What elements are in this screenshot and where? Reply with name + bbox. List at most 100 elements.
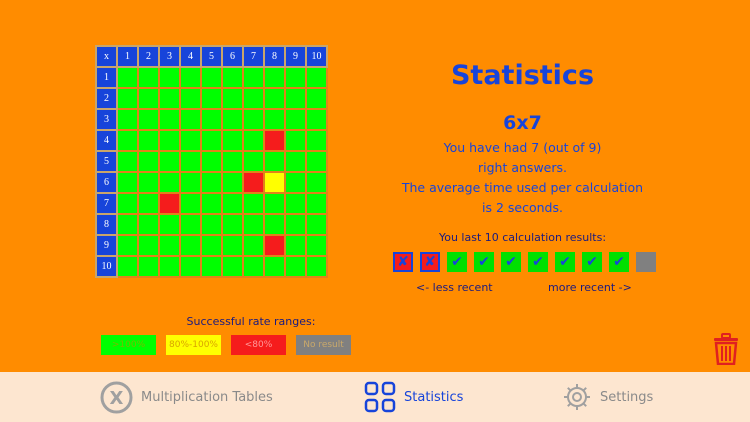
grid-cell[interactable] [137, 255, 160, 278]
grid-cell[interactable] [200, 108, 223, 131]
grid-cell[interactable] [116, 129, 139, 152]
grid-cell[interactable] [200, 150, 223, 173]
grid-cell[interactable] [116, 87, 139, 110]
tab-multiplication-tables[interactable]: X Multiplication Tables [100, 372, 273, 422]
grid-cell[interactable] [116, 171, 139, 194]
grid-cell[interactable] [179, 150, 202, 173]
grid-cell[interactable] [158, 150, 181, 173]
grid-cell[interactable] [284, 192, 307, 215]
grid-cell[interactable] [158, 255, 181, 278]
grid-cell[interactable] [305, 213, 328, 236]
grid-cell[interactable] [305, 66, 328, 89]
grid-cell[interactable] [179, 234, 202, 257]
grid-cell[interactable] [305, 108, 328, 131]
grid-cell[interactable] [263, 234, 286, 257]
grid-cell[interactable] [158, 171, 181, 194]
grid-cell[interactable] [137, 129, 160, 152]
grid-cell[interactable] [221, 129, 244, 152]
grid-cell[interactable] [284, 150, 307, 173]
grid-cell[interactable] [179, 66, 202, 89]
grid-cell[interactable] [242, 108, 265, 131]
grid-cell[interactable] [221, 87, 244, 110]
grid-cell[interactable] [158, 66, 181, 89]
grid-cell[interactable] [158, 108, 181, 131]
grid-cell[interactable] [242, 66, 265, 89]
grid-cell[interactable] [221, 192, 244, 215]
grid-cell[interactable] [263, 66, 286, 89]
grid-cell[interactable] [305, 192, 328, 215]
grid-cell[interactable] [284, 66, 307, 89]
grid-cell[interactable] [116, 150, 139, 173]
grid-cell[interactable] [137, 66, 160, 89]
grid-cell[interactable] [221, 255, 244, 278]
grid-cell[interactable] [221, 150, 244, 173]
grid-cell[interactable] [263, 171, 286, 194]
grid-cell[interactable] [242, 129, 265, 152]
grid-cell[interactable] [200, 192, 223, 215]
grid-cell[interactable] [116, 213, 139, 236]
grid-cell[interactable] [137, 108, 160, 131]
grid-cell[interactable] [200, 213, 223, 236]
trash-icon[interactable] [713, 333, 739, 365]
grid-cell[interactable] [263, 87, 286, 110]
grid-cell[interactable] [200, 129, 223, 152]
grid-cell[interactable] [263, 129, 286, 152]
grid-cell[interactable] [305, 171, 328, 194]
grid-cell[interactable] [284, 129, 307, 152]
grid-cell[interactable] [158, 234, 181, 257]
grid-cell[interactable] [179, 213, 202, 236]
grid-cell[interactable] [221, 108, 244, 131]
grid-cell[interactable] [179, 255, 202, 278]
grid-cell[interactable] [242, 234, 265, 257]
grid-cell[interactable] [158, 87, 181, 110]
grid-cell[interactable] [179, 171, 202, 194]
grid-cell[interactable] [284, 234, 307, 257]
grid-cell[interactable] [179, 108, 202, 131]
grid-cell[interactable] [284, 255, 307, 278]
grid-cell[interactable] [137, 87, 160, 110]
grid-cell[interactable] [137, 234, 160, 257]
grid-cell[interactable] [305, 129, 328, 152]
grid-cell[interactable] [137, 171, 160, 194]
grid-cell[interactable] [242, 255, 265, 278]
grid-cell[interactable] [284, 108, 307, 131]
grid-cell[interactable] [305, 150, 328, 173]
grid-cell[interactable] [284, 171, 307, 194]
grid-cell[interactable] [116, 255, 139, 278]
grid-cell[interactable] [200, 255, 223, 278]
grid-cell[interactable] [137, 150, 160, 173]
grid-cell[interactable] [179, 129, 202, 152]
grid-cell[interactable] [221, 234, 244, 257]
grid-cell[interactable] [242, 213, 265, 236]
grid-cell[interactable] [263, 108, 286, 131]
grid-cell[interactable] [179, 192, 202, 215]
grid-cell[interactable] [116, 66, 139, 89]
grid-cell[interactable] [305, 255, 328, 278]
grid-cell[interactable] [200, 66, 223, 89]
grid-cell[interactable] [221, 66, 244, 89]
grid-cell[interactable] [158, 213, 181, 236]
grid-cell[interactable] [158, 192, 181, 215]
grid-cell[interactable] [116, 234, 139, 257]
grid-cell[interactable] [263, 150, 286, 173]
grid-cell[interactable] [200, 171, 223, 194]
grid-cell[interactable] [221, 213, 244, 236]
grid-cell[interactable] [242, 150, 265, 173]
grid-cell[interactable] [242, 87, 265, 110]
grid-cell[interactable] [200, 87, 223, 110]
grid-cell[interactable] [263, 192, 286, 215]
grid-cell[interactable] [242, 192, 265, 215]
tab-settings[interactable]: Settings [562, 372, 653, 422]
grid-cell[interactable] [305, 234, 328, 257]
grid-cell[interactable] [263, 213, 286, 236]
grid-cell[interactable] [116, 108, 139, 131]
grid-cell[interactable] [158, 129, 181, 152]
grid-cell[interactable] [137, 192, 160, 215]
tab-statistics[interactable]: Statistics [364, 372, 463, 422]
grid-cell[interactable] [284, 87, 307, 110]
grid-cell[interactable] [221, 171, 244, 194]
grid-cell[interactable] [263, 255, 286, 278]
grid-cell[interactable] [200, 234, 223, 257]
grid-cell[interactable] [284, 213, 307, 236]
grid-cell[interactable] [242, 171, 265, 194]
